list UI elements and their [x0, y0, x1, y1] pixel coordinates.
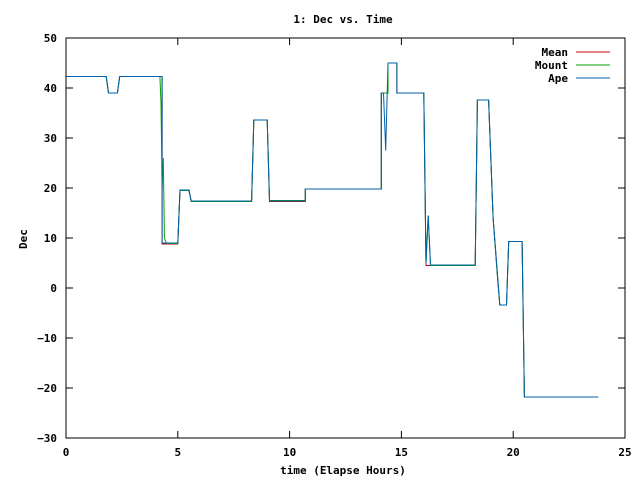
y-tick-label: 30 [44, 132, 57, 145]
y-tick-label: −20 [37, 382, 57, 395]
x-tick-label: 0 [63, 446, 70, 459]
chart-title: 1: Dec vs. Time [293, 13, 393, 26]
ticks-layer: 0 5 10 15 20 25 −30 −20 −10 0 10 20 30 40 50 [37, 32, 632, 459]
y-tick-label: −30 [37, 432, 57, 445]
x-axis-label: time (Elapse Hours) [280, 464, 406, 477]
legend-label: Ape [548, 72, 568, 85]
series-line-ape [66, 62, 599, 398]
x-tick-label: 5 [174, 446, 181, 459]
y-tick-label: 50 [44, 32, 57, 45]
series-line-mean [66, 62, 599, 398]
x-tick-label: 25 [618, 446, 631, 459]
legend-label: Mean [542, 46, 569, 59]
series-layer [66, 62, 599, 398]
x-tick-label: 15 [395, 446, 408, 459]
y-tick-label: −10 [37, 332, 57, 345]
series-line-mount [66, 62, 599, 398]
plot-frame [65, 37, 626, 439]
x-tick-label: 10 [283, 446, 296, 459]
y-tick-label: 20 [44, 182, 57, 195]
y-tick-label: 0 [50, 282, 57, 295]
x-tick-label: 20 [507, 446, 520, 459]
y-tick-label: 40 [44, 82, 57, 95]
legend-label: Mount [535, 59, 568, 72]
y-axis-label: Dec [17, 229, 30, 249]
y-tick-label: 10 [44, 232, 57, 245]
